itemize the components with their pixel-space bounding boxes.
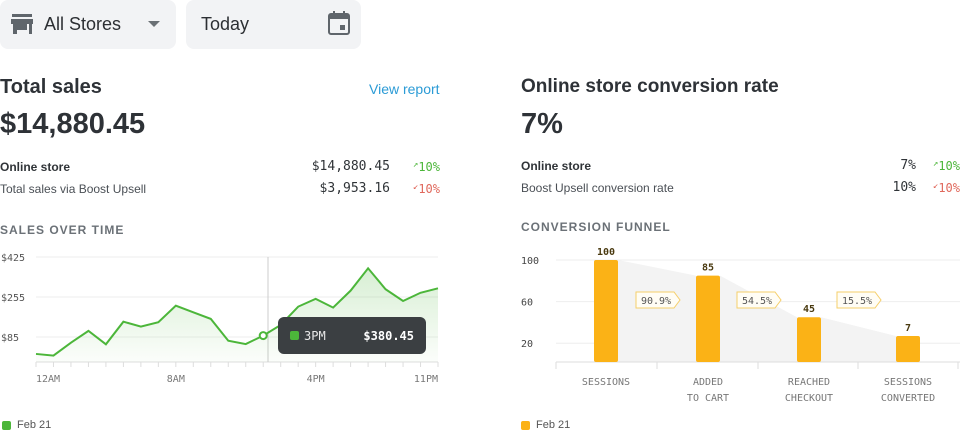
conversion-funnel-heading: CONVERSION FUNNEL — [521, 220, 671, 234]
date-value: Today — [201, 14, 250, 34]
row-value: 10% — [892, 180, 916, 195]
category-label: REACHED — [788, 377, 830, 388]
funnel-shade — [618, 260, 696, 362]
arrow-down-left-icon: ↙ — [412, 181, 419, 192]
funnel-bar — [896, 336, 920, 362]
legend-label: Feb 21 — [536, 419, 571, 431]
y-tick-label: 60 — [521, 298, 533, 309]
conversion-rate-label: 54.5% — [742, 296, 772, 307]
conversion-rate-label: 90.9% — [641, 296, 671, 307]
row-label: Boost Upsell conversion rate — [521, 180, 674, 195]
bar-value-label: 85 — [702, 263, 714, 274]
conversion-rate-badge — [836, 291, 882, 309]
category-label: CONVERTED — [881, 393, 935, 404]
conversion-rate-badge — [736, 291, 782, 309]
category-label: ADDED — [693, 377, 723, 388]
row-value: $3,953.16 — [319, 181, 390, 196]
arrow-up-right-icon: ↗ — [412, 159, 419, 170]
funnel-bar — [696, 275, 720, 362]
conversion-value: 7% — [521, 108, 563, 140]
funnel-bar — [797, 317, 821, 362]
sales-row-online-store: Online store $14,880.45 ↗10% — [0, 159, 440, 174]
view-report-link[interactable]: View report — [369, 81, 440, 97]
category-label: CHECKOUT — [785, 393, 833, 404]
category-label: SESSIONS — [884, 377, 932, 388]
tooltip-swatch — [290, 331, 299, 340]
row-label: Total sales via Boost Upsell — [0, 181, 147, 196]
arrow-up-right-icon: ↗ — [932, 158, 939, 169]
category-label: TO CART — [687, 393, 729, 404]
legend-label: Feb 21 — [17, 419, 52, 431]
store-select-value: All Stores — [44, 14, 122, 34]
conversion-rate-badge — [635, 291, 681, 309]
change-down: ↙10% — [916, 181, 960, 195]
x-tick-label: 4PM — [307, 374, 325, 385]
conversion-row-online-store: Online store 7% ↗10% — [521, 158, 960, 173]
bar-value-label: 100 — [597, 247, 615, 258]
data-point — [258, 331, 268, 341]
funnel-bar — [594, 260, 618, 362]
change-down: ↙10% — [390, 182, 440, 196]
legend-swatch — [2, 420, 11, 430]
conversion-title: Online store conversion rate — [521, 76, 779, 97]
sales-over-time-heading: SALES OVER TIME — [0, 223, 125, 237]
change-up: ↗10% — [916, 159, 960, 173]
conversion-rate-label: 15.5% — [842, 296, 872, 307]
y-tick-label: $255 — [1, 293, 25, 304]
chevron-down-icon — [148, 21, 160, 27]
date-picker[interactable]: Today — [186, 0, 361, 49]
row-value: 7% — [900, 158, 916, 173]
row-value: $14,880.45 — [311, 159, 390, 174]
arrow-down-left-icon: ↙ — [932, 180, 939, 191]
category-label: SESSIONS — [582, 377, 630, 388]
y-tick-label: 100 — [521, 256, 539, 267]
tooltip-label: 3PM — [304, 328, 326, 343]
legend-swatch — [521, 420, 530, 430]
conversion-row-boost-upsell: Boost Upsell conversion rate 10% ↙10% — [521, 180, 960, 195]
change-value: 10% — [418, 159, 440, 174]
funnel-shade — [720, 275, 797, 362]
sales-legend: Feb 21 — [2, 419, 51, 431]
chart-tooltip: 3PM $380.45 — [278, 317, 426, 354]
bar-value-label: 7 — [905, 323, 911, 334]
total-sales-title: Total sales — [0, 76, 102, 98]
y-tick-label: 20 — [521, 339, 533, 350]
x-tick-label: 11PM — [414, 374, 438, 385]
x-tick-label: 12AM — [36, 374, 60, 385]
row-label: Online store — [0, 159, 71, 174]
x-tick-label: 8AM — [167, 374, 185, 385]
tooltip-value: $380.45 — [363, 328, 414, 343]
store-select[interactable]: All Stores — [0, 0, 176, 49]
y-tick-label: $85 — [1, 333, 19, 344]
change-value: 10% — [418, 181, 440, 196]
change-value: 10% — [938, 180, 960, 195]
sales-line — [35, 266, 439, 357]
total-sales-value: $14,880.45 — [0, 108, 146, 140]
bar-value-label: 45 — [803, 304, 815, 315]
y-tick-label: $425 — [1, 253, 25, 264]
funnel-legend: Feb 21 — [521, 419, 570, 431]
sales-row-boost-upsell: Total sales via Boost Upsell $3,953.16 ↙… — [0, 181, 440, 196]
calendar-icon[interactable] — [328, 11, 350, 35]
store-icon — [11, 14, 33, 34]
row-label: Online store — [521, 158, 592, 173]
change-up: ↗10% — [390, 160, 440, 174]
change-value: 10% — [938, 158, 960, 173]
funnel-shade — [821, 317, 896, 362]
